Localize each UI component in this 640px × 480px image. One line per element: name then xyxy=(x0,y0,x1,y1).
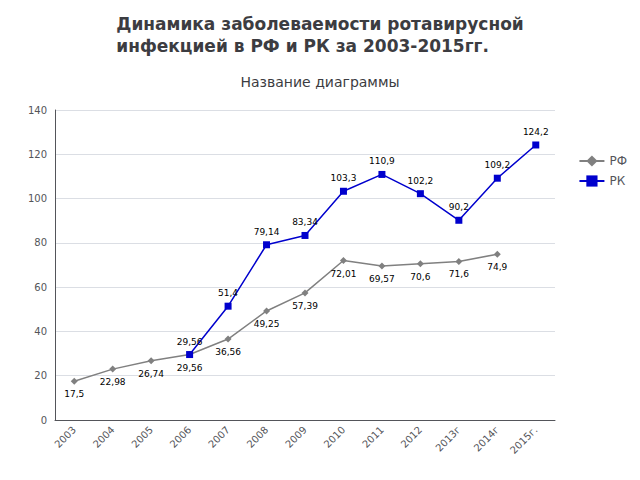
svg-text:109,2: 109,2 xyxy=(484,160,510,170)
svg-text:2008: 2008 xyxy=(245,424,271,450)
svg-text:0: 0 xyxy=(41,415,47,426)
svg-text:26,74: 26,74 xyxy=(138,369,164,379)
svg-text:103,3: 103,3 xyxy=(331,173,357,183)
svg-text:70,6: 70,6 xyxy=(410,272,430,282)
svg-text:29,56: 29,56 xyxy=(177,363,203,373)
svg-text:60: 60 xyxy=(34,282,47,293)
svg-text:83,34: 83,34 xyxy=(292,217,318,227)
svg-text:79,14: 79,14 xyxy=(254,227,280,237)
svg-text:100: 100 xyxy=(28,193,47,204)
svg-text:49,25: 49,25 xyxy=(254,319,280,329)
svg-text:72,01: 72,01 xyxy=(331,269,357,279)
svg-text:2007: 2007 xyxy=(206,424,232,450)
svg-text:124,2: 124,2 xyxy=(523,127,549,137)
svg-text:90,2: 90,2 xyxy=(449,202,469,212)
svg-text:РК: РК xyxy=(609,174,625,188)
svg-text:22,98: 22,98 xyxy=(100,377,126,387)
svg-text:140: 140 xyxy=(28,105,47,116)
svg-text:57,39: 57,39 xyxy=(292,301,318,311)
svg-text:51,4: 51,4 xyxy=(218,288,238,298)
svg-text:Название диаграммы: Название диаграммы xyxy=(240,74,399,90)
svg-text:2006: 2006 xyxy=(168,424,194,450)
svg-text:102,2: 102,2 xyxy=(408,176,434,186)
svg-text:40: 40 xyxy=(34,326,47,337)
svg-text:Динамика заболеваемости ротави: Динамика заболеваемости ротавирусной xyxy=(116,14,524,34)
svg-text:110,9: 110,9 xyxy=(369,156,395,166)
svg-text:20: 20 xyxy=(34,370,47,381)
svg-text:120: 120 xyxy=(28,149,47,160)
svg-text:29,56: 29,56 xyxy=(177,337,203,347)
svg-text:80: 80 xyxy=(34,237,47,248)
svg-text:2010: 2010 xyxy=(322,424,348,450)
svg-text:РФ: РФ xyxy=(609,154,627,168)
svg-text:2004: 2004 xyxy=(91,424,117,450)
svg-text:2009: 2009 xyxy=(283,424,309,450)
svg-text:2013г: 2013г xyxy=(433,424,462,453)
svg-text:36,56: 36,56 xyxy=(215,347,241,357)
svg-text:2003: 2003 xyxy=(52,424,78,450)
svg-text:2012: 2012 xyxy=(399,424,425,450)
svg-text:71,6: 71,6 xyxy=(449,269,469,279)
svg-text:2011: 2011 xyxy=(360,424,386,450)
svg-text:2015г.: 2015г. xyxy=(508,424,540,456)
svg-text:17,5: 17,5 xyxy=(64,389,84,399)
svg-text:2005: 2005 xyxy=(129,424,155,450)
svg-text:2014г: 2014г xyxy=(472,424,501,453)
svg-text:74,9: 74,9 xyxy=(487,262,507,272)
svg-text:69,57: 69,57 xyxy=(369,274,395,284)
svg-text:инфекцией в РФ и РК за 2003-20: инфекцией в РФ и РК за 2003-2015гг. xyxy=(116,36,489,56)
